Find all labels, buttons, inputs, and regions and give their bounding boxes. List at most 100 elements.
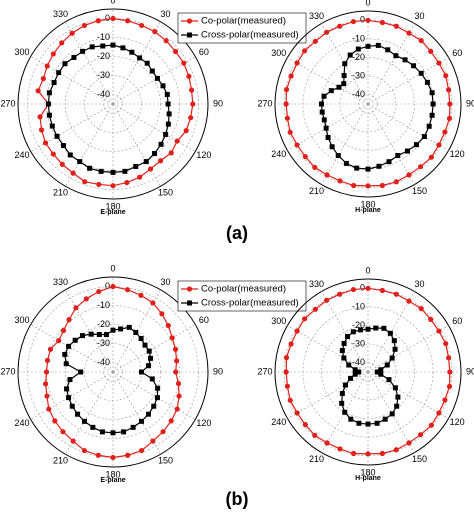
- marker: [283, 87, 290, 93]
- marker: [324, 440, 330, 446]
- marker: [70, 438, 76, 444]
- marker: [138, 447, 145, 454]
- marker: [143, 159, 149, 165]
- marker: [350, 329, 356, 335]
- grid-circle: [339, 75, 397, 133]
- marker: [402, 57, 408, 63]
- marker: [174, 406, 180, 412]
- grid-spoke: [287, 103, 369, 151]
- marker: [137, 174, 143, 180]
- marker: [426, 123, 432, 129]
- marker: [284, 383, 291, 389]
- marker: [319, 101, 324, 107]
- marker: [302, 154, 308, 160]
- theta-tick-label: 300: [271, 48, 286, 58]
- marker: [188, 115, 194, 121]
- marker: [350, 286, 357, 293]
- marker: [59, 161, 65, 168]
- marker: [172, 48, 179, 55]
- marker: [283, 101, 289, 107]
- marker: [341, 73, 347, 79]
- marker: [77, 159, 83, 165]
- marker: [46, 406, 52, 412]
- marker: [165, 101, 171, 107]
- marker: [59, 40, 65, 46]
- marker: [436, 410, 442, 416]
- marker: [341, 341, 347, 347]
- marker: [163, 38, 169, 44]
- marker: [78, 369, 84, 375]
- panel-label: (b): [226, 489, 249, 509]
- marker: [385, 47, 391, 53]
- marker: [342, 61, 348, 67]
- marker: [172, 346, 179, 352]
- marker: [430, 101, 436, 107]
- marker: [294, 328, 300, 334]
- marker: [393, 23, 399, 29]
- theta-tick-label: 240: [15, 150, 30, 160]
- legend-marker: [187, 300, 192, 306]
- marker: [75, 411, 81, 417]
- theta-tick-label: 150: [412, 186, 427, 196]
- marker: [447, 369, 453, 375]
- marker: [95, 18, 101, 24]
- grid-circle: [321, 325, 415, 419]
- legend-label: Co-polar(measured): [201, 284, 286, 295]
- marker: [406, 440, 412, 446]
- marker: [378, 371, 384, 377]
- marker: [350, 18, 357, 25]
- marker: [38, 127, 45, 133]
- marker: [100, 43, 106, 49]
- marker: [169, 335, 175, 341]
- marker: [96, 181, 102, 188]
- marker: [446, 383, 453, 389]
- marker: [354, 165, 360, 171]
- grid-spoke: [367, 371, 449, 419]
- polar-chart: 0 -10 -20 -30 -40 0 30 60 90 120 150 180 210 240 270 30…: [257, 0, 474, 214]
- marker: [443, 341, 449, 347]
- marker: [175, 380, 182, 387]
- marker: [62, 61, 68, 67]
- marker: [418, 37, 424, 44]
- theta-tick-label: 210: [309, 186, 324, 196]
- marker: [165, 322, 171, 329]
- legend-label: Cross-polar(measured): [201, 298, 299, 309]
- marker: [190, 101, 196, 107]
- marker: [42, 140, 49, 146]
- panel-label: (a): [226, 223, 248, 243]
- marker: [358, 327, 364, 333]
- marker: [165, 121, 171, 127]
- marker: [365, 451, 371, 457]
- marker: [312, 306, 318, 312]
- marker: [356, 369, 362, 375]
- legend-marker: [186, 18, 193, 24]
- marker: [133, 163, 139, 169]
- marker: [428, 48, 434, 54]
- marker: [302, 422, 308, 428]
- r-tick-label: -30: [97, 70, 110, 80]
- marker: [392, 346, 398, 352]
- marker: [387, 330, 393, 336]
- marker: [95, 452, 101, 458]
- marker: [160, 429, 166, 435]
- marker: [373, 325, 379, 331]
- marker: [158, 158, 164, 164]
- marker: [188, 87, 195, 93]
- marker: [312, 432, 318, 439]
- marker: [339, 400, 345, 406]
- marker: [381, 325, 387, 331]
- marker: [130, 424, 136, 430]
- marker: [129, 49, 135, 55]
- theta-tick-label: 120: [196, 150, 211, 160]
- legend-label: Cross-polar(measured): [201, 30, 299, 41]
- marker: [146, 363, 152, 369]
- marker: [288, 73, 294, 79]
- marker: [375, 42, 381, 48]
- marker: [341, 81, 347, 87]
- theta-tick-label: 60: [199, 47, 209, 57]
- marker: [43, 369, 50, 375]
- theta-tick-label: 90: [213, 98, 223, 108]
- axis-label: H-plane: [355, 475, 381, 482]
- marker: [379, 450, 385, 457]
